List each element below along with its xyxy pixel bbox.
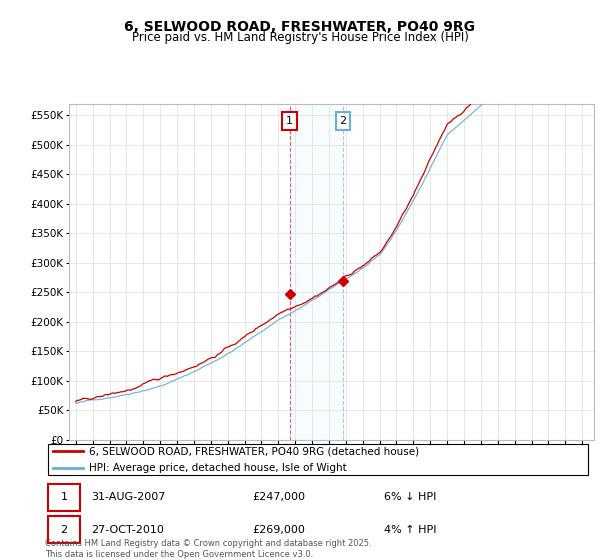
FancyBboxPatch shape	[48, 484, 80, 511]
Text: 1: 1	[61, 492, 68, 502]
Bar	[290, 104, 343, 440]
Text: 6% ↓ HPI: 6% ↓ HPI	[383, 492, 436, 502]
Text: 4% ↑ HPI: 4% ↑ HPI	[383, 525, 436, 535]
Text: 6, SELWOOD ROAD, FRESHWATER, PO40 9RG: 6, SELWOOD ROAD, FRESHWATER, PO40 9RG	[125, 20, 476, 34]
Text: £247,000: £247,000	[253, 492, 305, 502]
Text: 31-AUG-2007: 31-AUG-2007	[91, 492, 166, 502]
Text: 2: 2	[340, 116, 347, 127]
FancyBboxPatch shape	[48, 516, 80, 543]
Text: £269,000: £269,000	[253, 525, 305, 535]
Text: HPI: Average price, detached house, Isle of Wight: HPI: Average price, detached house, Isle…	[89, 463, 346, 473]
Text: 1: 1	[286, 116, 293, 127]
Text: 6, SELWOOD ROAD, FRESHWATER, PO40 9RG (detached house): 6, SELWOOD ROAD, FRESHWATER, PO40 9RG (d…	[89, 446, 419, 456]
Text: Price paid vs. HM Land Registry's House Price Index (HPI): Price paid vs. HM Land Registry's House …	[131, 31, 469, 44]
FancyBboxPatch shape	[48, 444, 588, 475]
Text: Contains HM Land Registry data © Crown copyright and database right 2025.
This d: Contains HM Land Registry data © Crown c…	[45, 539, 371, 559]
Text: 27-OCT-2010: 27-OCT-2010	[91, 525, 164, 535]
Text: 2: 2	[61, 525, 68, 535]
